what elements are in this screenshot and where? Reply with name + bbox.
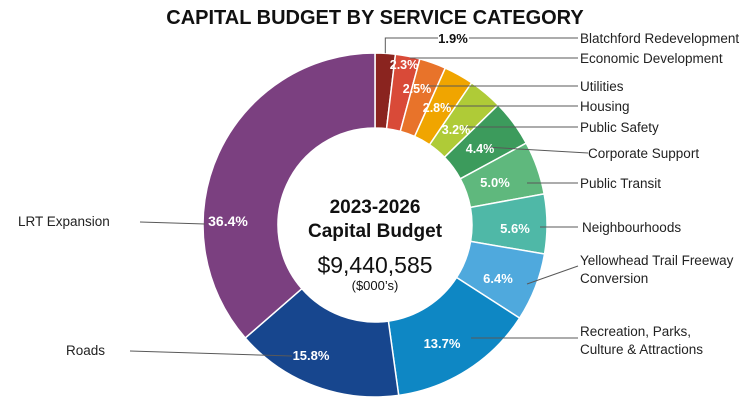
svg-text:2.8%: 2.8% [423, 101, 452, 115]
svg-text:6.4%: 6.4% [483, 271, 513, 286]
svg-text:4.4%: 4.4% [466, 142, 495, 156]
svg-text:2.5%: 2.5% [403, 82, 432, 96]
svg-text:2.3%: 2.3% [390, 58, 419, 72]
svg-text:15.8%: 15.8% [293, 348, 330, 363]
svg-text:1.9%: 1.9% [438, 31, 468, 46]
svg-text:13.7%: 13.7% [424, 336, 461, 351]
svg-text:5.0%: 5.0% [480, 175, 510, 190]
svg-text:36.4%: 36.4% [208, 213, 248, 229]
svg-text:5.6%: 5.6% [500, 221, 530, 236]
svg-text:3.2%: 3.2% [442, 123, 471, 137]
